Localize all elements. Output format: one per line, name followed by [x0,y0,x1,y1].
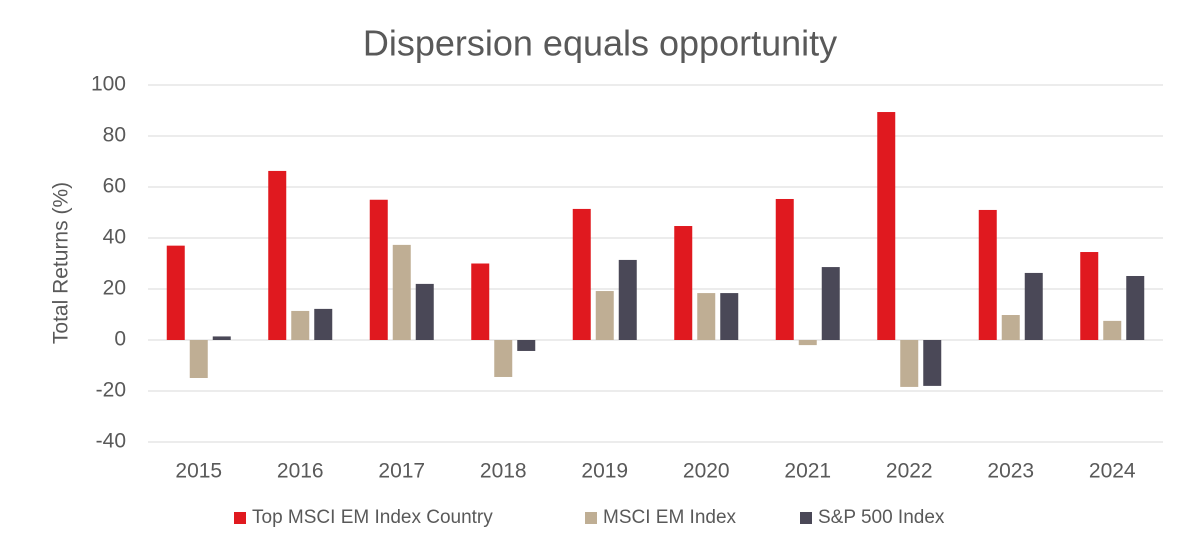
bar [1126,275,1145,340]
y-tick-label: 60 [103,175,126,198]
bar [674,226,693,340]
y-tick-label: 80 [103,124,126,147]
y-tick-label: 0 [114,328,126,351]
x-tick-label: 2015 [175,460,222,483]
bar [720,293,739,340]
bar [877,112,896,340]
bar [517,340,536,351]
legend-label: Top MSCI EM Index Country [252,507,493,528]
bar [291,310,310,340]
bar [189,340,208,378]
bar [494,340,513,377]
bar [1103,320,1122,340]
legend-swatch [585,512,597,524]
bar [166,245,185,340]
bar [775,198,794,340]
y-tick-label: 20 [103,277,126,300]
bar [415,283,434,340]
bar [1080,252,1099,340]
bar [392,244,411,340]
bar [212,336,231,340]
bar [595,291,614,340]
bar [369,199,388,340]
x-tick-label: 2023 [987,460,1034,483]
x-tick-label: 2021 [784,460,831,483]
bar [923,340,942,386]
x-tick-label: 2020 [683,460,730,483]
bar [900,340,919,387]
bar [268,170,287,340]
y-tick-label: -40 [96,430,126,453]
legend-swatch [800,512,812,524]
y-axis-label: Total Returns (%) [50,182,73,344]
y-tick-label: 100 [91,73,126,96]
bar [1024,272,1043,340]
x-tick-label: 2022 [886,460,933,483]
bar [1001,315,1020,340]
legend-label: MSCI EM Index [603,507,737,528]
x-tick-label: 2017 [378,460,425,483]
chart-title: Dispersion equals opportunity [363,23,837,64]
legend-swatch [234,512,246,524]
bar [314,308,333,340]
bar [471,263,490,340]
bar [978,209,997,340]
bar [798,340,817,346]
bar [618,259,637,340]
bar [572,208,591,340]
bar [697,293,716,340]
y-tick-label: 40 [103,226,126,249]
y-tick-label: -20 [96,379,126,402]
x-tick-label: 2016 [277,460,324,483]
x-tick-label: 2019 [581,460,628,483]
x-tick-label: 2018 [480,460,527,483]
legend-label: S&P 500 Index [818,507,945,528]
x-tick-label: 2024 [1089,460,1136,483]
bar [821,267,840,340]
